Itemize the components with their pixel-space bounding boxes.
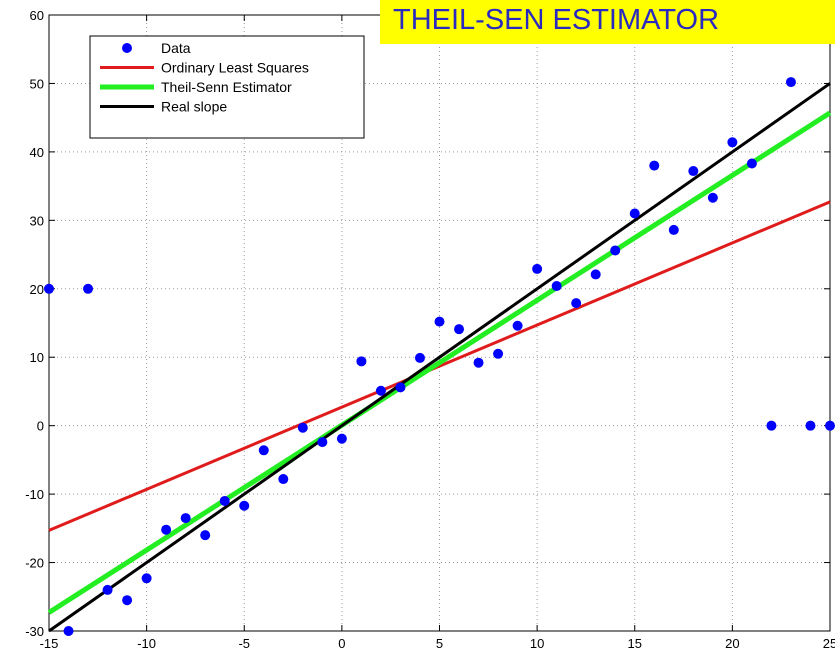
data-point (161, 524, 172, 535)
data-point (590, 269, 601, 280)
legend-label: Ordinary Least Squares (161, 60, 309, 76)
data-point (766, 420, 777, 431)
data-point (44, 283, 54, 294)
x-tick-label: 25 (823, 636, 835, 651)
data-point (571, 298, 582, 309)
y-tick-label: 30 (30, 213, 44, 228)
series-line-theil-senn-estimator (47, 110, 832, 615)
x-tick-label: 5 (436, 636, 443, 651)
y-tick-label: -20 (25, 556, 44, 571)
data-point (473, 357, 484, 368)
data-point (825, 420, 835, 431)
y-tick-label: 60 (30, 8, 44, 23)
data-point (102, 584, 113, 595)
data-point (219, 495, 230, 506)
x-tick-label: -5 (238, 636, 250, 651)
series-line-ordinary-least-squares (48, 200, 831, 532)
legend: Data Ordinary Least Squares Theil-Senn Est… (89, 35, 365, 139)
data-point (707, 192, 718, 203)
data-point (63, 626, 74, 636)
y-tick-label: 40 (30, 145, 44, 160)
data-point (610, 245, 621, 256)
data-point (83, 283, 94, 294)
y-tick-label: -30 (25, 624, 44, 639)
data-point (688, 166, 699, 177)
data-point (493, 348, 504, 359)
legend-label: Data (161, 40, 191, 56)
data-point (551, 281, 562, 292)
x-tick-label: 20 (725, 636, 739, 651)
data-point (375, 385, 386, 396)
data-point (258, 445, 269, 456)
legend-marker-data (122, 43, 132, 53)
data-point (649, 160, 660, 171)
data-point (317, 437, 328, 448)
y-tick-label: 50 (30, 76, 44, 91)
legend-label: Real slope (161, 99, 227, 115)
y-tick-label: 10 (30, 350, 44, 365)
data-point (512, 320, 523, 331)
y-tick-label: -10 (25, 487, 44, 502)
data-point (395, 382, 406, 393)
data-point (239, 500, 250, 511)
legend-label: Theil-Senn Estimator (161, 79, 292, 95)
data-point (180, 513, 191, 524)
y-tick-label: 20 (30, 282, 44, 297)
series-lines (47, 82, 832, 633)
data-point (297, 422, 308, 433)
data-point (122, 595, 133, 606)
data-point (414, 352, 425, 363)
x-tick-label: 0 (338, 636, 345, 651)
data-point (727, 137, 738, 148)
data-point (629, 208, 640, 219)
data-point (532, 263, 543, 274)
data-point (454, 324, 465, 335)
data-point (805, 420, 816, 431)
data-points (44, 77, 835, 636)
y-tick-label: 0 (37, 419, 44, 434)
data-point (278, 474, 289, 485)
data-point (668, 224, 679, 235)
x-tick-label: -15 (40, 636, 59, 651)
series-line-real-slope (48, 82, 831, 633)
data-point (141, 573, 152, 584)
x-tick-label: -10 (137, 636, 156, 651)
title-banner: THEIL-SEN ESTIMATOR (380, 0, 835, 44)
data-point (356, 356, 367, 367)
title-banner-text: THEIL-SEN ESTIMATOR (393, 4, 720, 36)
data-point (785, 77, 796, 88)
x-tick-label: 10 (530, 636, 544, 651)
data-point (336, 433, 347, 444)
x-tick-label: 15 (628, 636, 642, 651)
data-point (746, 158, 757, 169)
data-point (434, 316, 445, 327)
data-point (200, 530, 211, 541)
